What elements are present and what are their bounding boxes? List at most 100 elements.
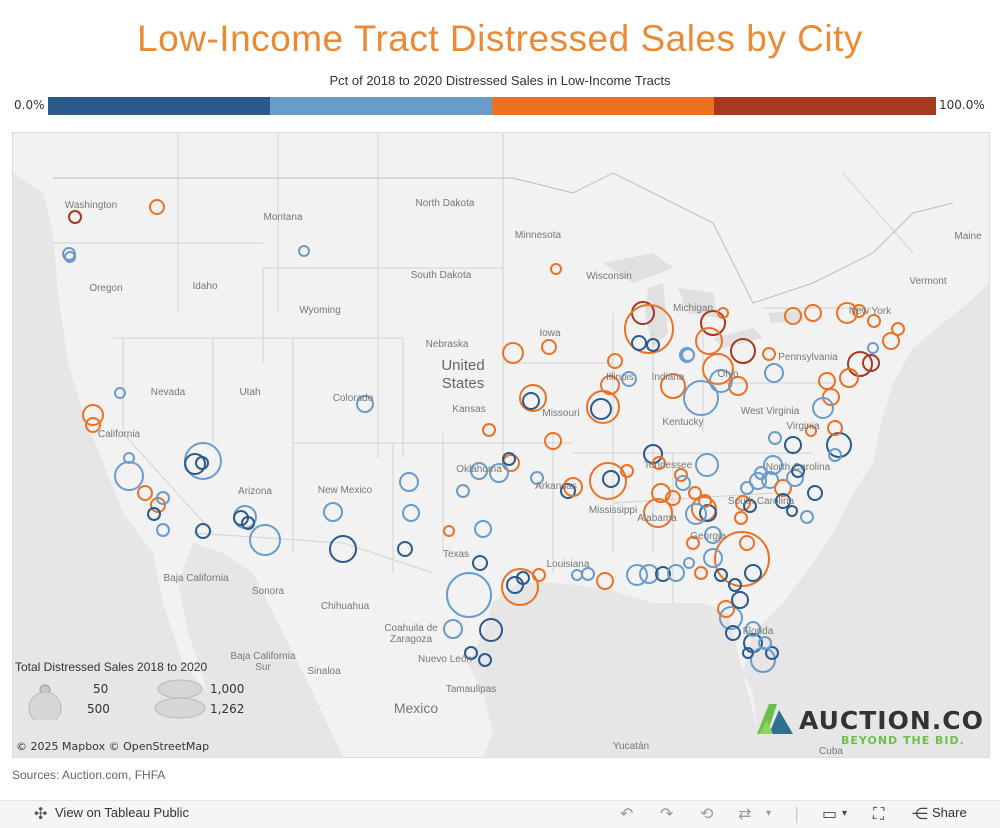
city-marker[interactable] — [786, 469, 804, 487]
city-marker[interactable] — [699, 504, 717, 522]
city-marker[interactable] — [323, 502, 343, 522]
city-marker[interactable] — [675, 475, 691, 491]
city-marker[interactable] — [643, 498, 673, 528]
city-marker[interactable] — [758, 636, 772, 650]
city-marker[interactable] — [652, 456, 666, 470]
city-marker[interactable] — [626, 564, 648, 586]
city-marker[interactable] — [563, 477, 583, 497]
city-marker[interactable] — [867, 342, 879, 354]
city-marker[interactable] — [589, 462, 627, 500]
city-marker[interactable] — [519, 384, 547, 412]
city-marker[interactable] — [882, 332, 900, 350]
map-attribution[interactable]: © 2025 Mapbox © OpenStreetMap — [16, 740, 210, 753]
city-marker[interactable] — [470, 462, 488, 480]
city-marker[interactable] — [784, 307, 802, 325]
city-marker[interactable] — [784, 436, 802, 454]
city-marker[interactable] — [731, 591, 749, 609]
city-marker[interactable] — [688, 486, 702, 500]
city-marker[interactable] — [402, 504, 420, 522]
city-marker[interactable] — [560, 483, 576, 499]
city-marker[interactable] — [744, 564, 762, 582]
city-marker[interactable] — [114, 387, 126, 399]
city-marker[interactable] — [443, 619, 463, 639]
city-marker[interactable] — [768, 431, 782, 445]
city-marker[interactable] — [836, 302, 858, 324]
city-marker[interactable] — [479, 618, 503, 642]
city-marker[interactable] — [703, 548, 723, 568]
city-marker[interactable] — [639, 564, 659, 584]
city-marker[interactable] — [249, 524, 281, 556]
city-marker[interactable] — [828, 448, 842, 462]
city-marker[interactable] — [714, 531, 770, 587]
city-marker[interactable] — [195, 523, 211, 539]
city-marker[interactable] — [399, 472, 419, 492]
city-marker[interactable] — [530, 471, 544, 485]
city-marker[interactable] — [596, 572, 614, 590]
city-marker[interactable] — [717, 600, 735, 618]
city-marker[interactable] — [742, 647, 754, 659]
city-marker[interactable] — [184, 453, 206, 475]
city-marker[interactable] — [478, 653, 492, 667]
city-marker[interactable] — [862, 354, 880, 372]
revert-icon[interactable]: ⟲ — [700, 804, 714, 823]
city-marker[interactable] — [82, 404, 104, 426]
city-marker[interactable] — [754, 466, 768, 480]
city-marker[interactable] — [812, 397, 834, 419]
city-marker[interactable] — [891, 322, 905, 336]
city-marker[interactable] — [774, 479, 792, 497]
share-icon[interactable]: ⋲ — [912, 804, 928, 823]
city-marker[interactable] — [356, 395, 374, 413]
city-marker[interactable] — [786, 505, 798, 517]
color-scale-bar[interactable] — [48, 97, 936, 115]
city-marker[interactable] — [502, 454, 520, 472]
city-marker[interactable] — [681, 348, 695, 362]
city-marker[interactable] — [241, 516, 255, 530]
city-marker[interactable] — [867, 314, 881, 328]
city-marker[interactable] — [695, 453, 719, 477]
city-marker[interactable] — [544, 432, 562, 450]
city-marker[interactable] — [725, 625, 741, 641]
city-marker[interactable] — [571, 569, 583, 581]
city-marker[interactable] — [602, 470, 620, 488]
refresh-icon[interactable]: ⇄ — [738, 804, 752, 823]
city-marker[interactable] — [550, 263, 562, 275]
city-marker[interactable] — [195, 456, 209, 470]
city-marker[interactable] — [704, 526, 722, 544]
city-marker[interactable] — [464, 646, 478, 660]
city-marker[interactable] — [156, 491, 170, 505]
city-marker[interactable] — [695, 327, 723, 355]
city-marker[interactable] — [482, 423, 496, 437]
redo-icon[interactable]: ↷ — [660, 804, 674, 823]
city-marker[interactable] — [719, 606, 743, 630]
city-marker[interactable] — [728, 376, 748, 396]
city-marker[interactable] — [621, 371, 637, 387]
city-marker[interactable] — [728, 578, 742, 592]
device-preview-icon[interactable]: ▭ — [822, 804, 838, 823]
city-marker[interactable] — [123, 452, 135, 464]
city-marker[interactable] — [765, 646, 779, 660]
city-marker[interactable] — [631, 335, 647, 351]
city-marker[interactable] — [590, 398, 612, 420]
city-marker[interactable] — [694, 566, 708, 580]
view-on-tableau-public-link[interactable]: View on Tableau Public — [55, 805, 189, 820]
city-marker[interactable] — [446, 572, 492, 618]
undo-icon[interactable]: ↶ — [620, 804, 634, 823]
city-marker[interactable] — [586, 390, 620, 424]
city-marker[interactable] — [85, 417, 101, 433]
city-marker[interactable] — [730, 338, 756, 364]
city-marker[interactable] — [522, 392, 540, 410]
city-marker[interactable] — [620, 464, 634, 478]
city-marker[interactable] — [329, 535, 357, 563]
city-marker[interactable] — [149, 199, 165, 215]
city-marker[interactable] — [397, 541, 413, 557]
city-marker[interactable] — [763, 455, 783, 475]
city-marker[interactable] — [502, 342, 524, 364]
city-marker[interactable] — [651, 483, 671, 503]
city-marker[interactable] — [541, 339, 557, 355]
city-marker[interactable] — [147, 507, 161, 521]
city-marker[interactable] — [646, 338, 660, 352]
city-marker[interactable] — [68, 210, 82, 224]
city-marker[interactable] — [62, 247, 76, 261]
city-marker[interactable] — [745, 621, 761, 637]
city-marker[interactable] — [665, 490, 681, 506]
